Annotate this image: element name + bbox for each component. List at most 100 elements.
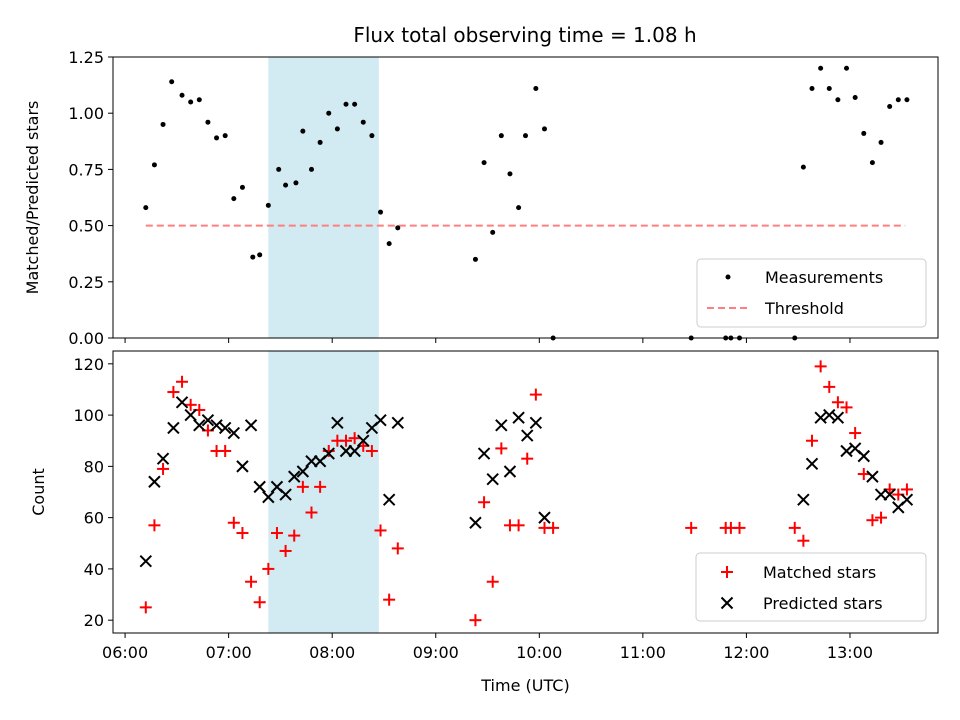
matched-star-point [219, 444, 232, 457]
ratio-legend-box [696, 258, 927, 328]
count-y-label: Count [29, 468, 48, 516]
matched-star-point [486, 575, 499, 588]
measurement-point [343, 101, 349, 107]
measurement-point [326, 110, 332, 116]
predicted-star-point [262, 490, 275, 504]
matched-star-point [262, 562, 275, 575]
measurement-point [861, 130, 867, 136]
matched-star-point [139, 601, 152, 614]
y-tick-label: 1.25 [68, 48, 104, 67]
predicted-star-point [857, 449, 870, 463]
x-tick-label: 13:00 [827, 643, 873, 662]
predicted-star-point [288, 470, 301, 483]
count-plot-frame [112, 350, 939, 634]
measurement-point [887, 103, 893, 109]
predicted-star-point [866, 470, 879, 483]
measurement-point [809, 85, 815, 91]
predicted-star-point [495, 419, 508, 432]
count-legend-box [695, 552, 927, 622]
measurement-point [205, 119, 211, 125]
matched-star-point [167, 386, 180, 399]
measurement-point [317, 139, 323, 145]
measurement-point [352, 101, 358, 107]
predicted-star-point [167, 421, 180, 435]
matched-star-point [849, 427, 862, 440]
predicted-star-point [521, 429, 534, 442]
matched-star-point [279, 544, 292, 557]
predicted-star-point [512, 411, 525, 424]
ratio-legend: Measurements Threshold [696, 258, 927, 328]
measurement-point [852, 94, 858, 100]
matched-star-point [348, 432, 361, 445]
predicted-star-point [253, 480, 266, 494]
count-y-axis: 20 40 60 80 100 120 [73, 355, 113, 630]
matched-star-point [374, 524, 387, 537]
measurement-point [360, 119, 366, 125]
legend-predicted-marker [720, 596, 734, 610]
x-tick-label: 07:00 [206, 643, 252, 662]
measurement-point [386, 241, 392, 247]
matched-star-point [806, 434, 819, 447]
predicted-star-point [797, 493, 810, 506]
x-tick-label: 12:00 [723, 643, 769, 662]
ratio-y-label: Matched/Predicted stars [23, 101, 42, 295]
y-tick-label: 80 [84, 457, 104, 476]
measurement-point [800, 164, 806, 170]
x-tick-label: 09:00 [413, 643, 459, 662]
legend-matched-marker [721, 566, 733, 578]
predicted-star-point [391, 416, 404, 429]
count-x-label: Time (UTC) [480, 676, 569, 695]
measurement-point [541, 126, 547, 132]
predicted-star-point [538, 511, 551, 524]
predicted-star-point [236, 460, 249, 473]
y-tick-label: 60 [84, 509, 104, 528]
ratio-plot-frame [112, 56, 939, 339]
measurement-point [151, 162, 157, 168]
measurement-point [300, 128, 306, 134]
chart-title: Flux total observing time = 1.08 h [353, 23, 696, 47]
matched-star-point [814, 360, 827, 373]
matched-star-point [512, 519, 525, 532]
matched-star-point [253, 596, 266, 609]
predicted-star-point [296, 465, 310, 478]
matched-star-point [840, 401, 853, 414]
measurement-point [378, 209, 384, 215]
matched-star-point [236, 527, 249, 540]
measurement-point [895, 97, 901, 103]
measurement-point [160, 121, 166, 127]
predicted-star-point [357, 434, 370, 447]
y-tick-label: 100 [73, 406, 104, 425]
matched-star-point [270, 527, 283, 540]
predicted-star-point [840, 444, 853, 458]
measurement-point [826, 85, 832, 91]
measurement-point [507, 171, 513, 177]
matched-star-point [340, 434, 353, 447]
legend-measurements-label: Measurements [765, 268, 883, 287]
predicted-star-point [218, 421, 232, 435]
matched-star-point [288, 529, 301, 542]
y-tick-label: 0.50 [68, 217, 104, 236]
predicted-star-point [477, 447, 491, 460]
matched-star-point [900, 483, 913, 496]
predicted-star-point [348, 444, 361, 458]
matched-star-point [547, 521, 560, 534]
measurement-point [395, 225, 401, 231]
observing-window-span [268, 351, 379, 633]
matched-star-point [857, 468, 870, 481]
legend-measurements-marker [725, 274, 731, 280]
matched-star-point [305, 506, 318, 519]
measurement-point [276, 166, 282, 172]
measurement-point [257, 252, 263, 258]
matched-star-point [529, 388, 542, 401]
predicted-star-point [529, 416, 543, 429]
matched-star-point [788, 521, 801, 534]
x-tick-label: 08:00 [309, 643, 355, 662]
matched-star-point [391, 542, 404, 555]
count-legend: Matched stars Predicted stars [695, 552, 927, 622]
measurement-point [143, 205, 149, 211]
predicted-star-point [322, 447, 335, 460]
count-x-axis: 06:00 07:00 08:00 09:00 10:00 11:00 12:00 13:00 [102, 633, 873, 662]
y-tick-label: 0.00 [68, 329, 104, 348]
predicted-star-point [156, 452, 170, 465]
predicted-star-point [193, 419, 206, 432]
